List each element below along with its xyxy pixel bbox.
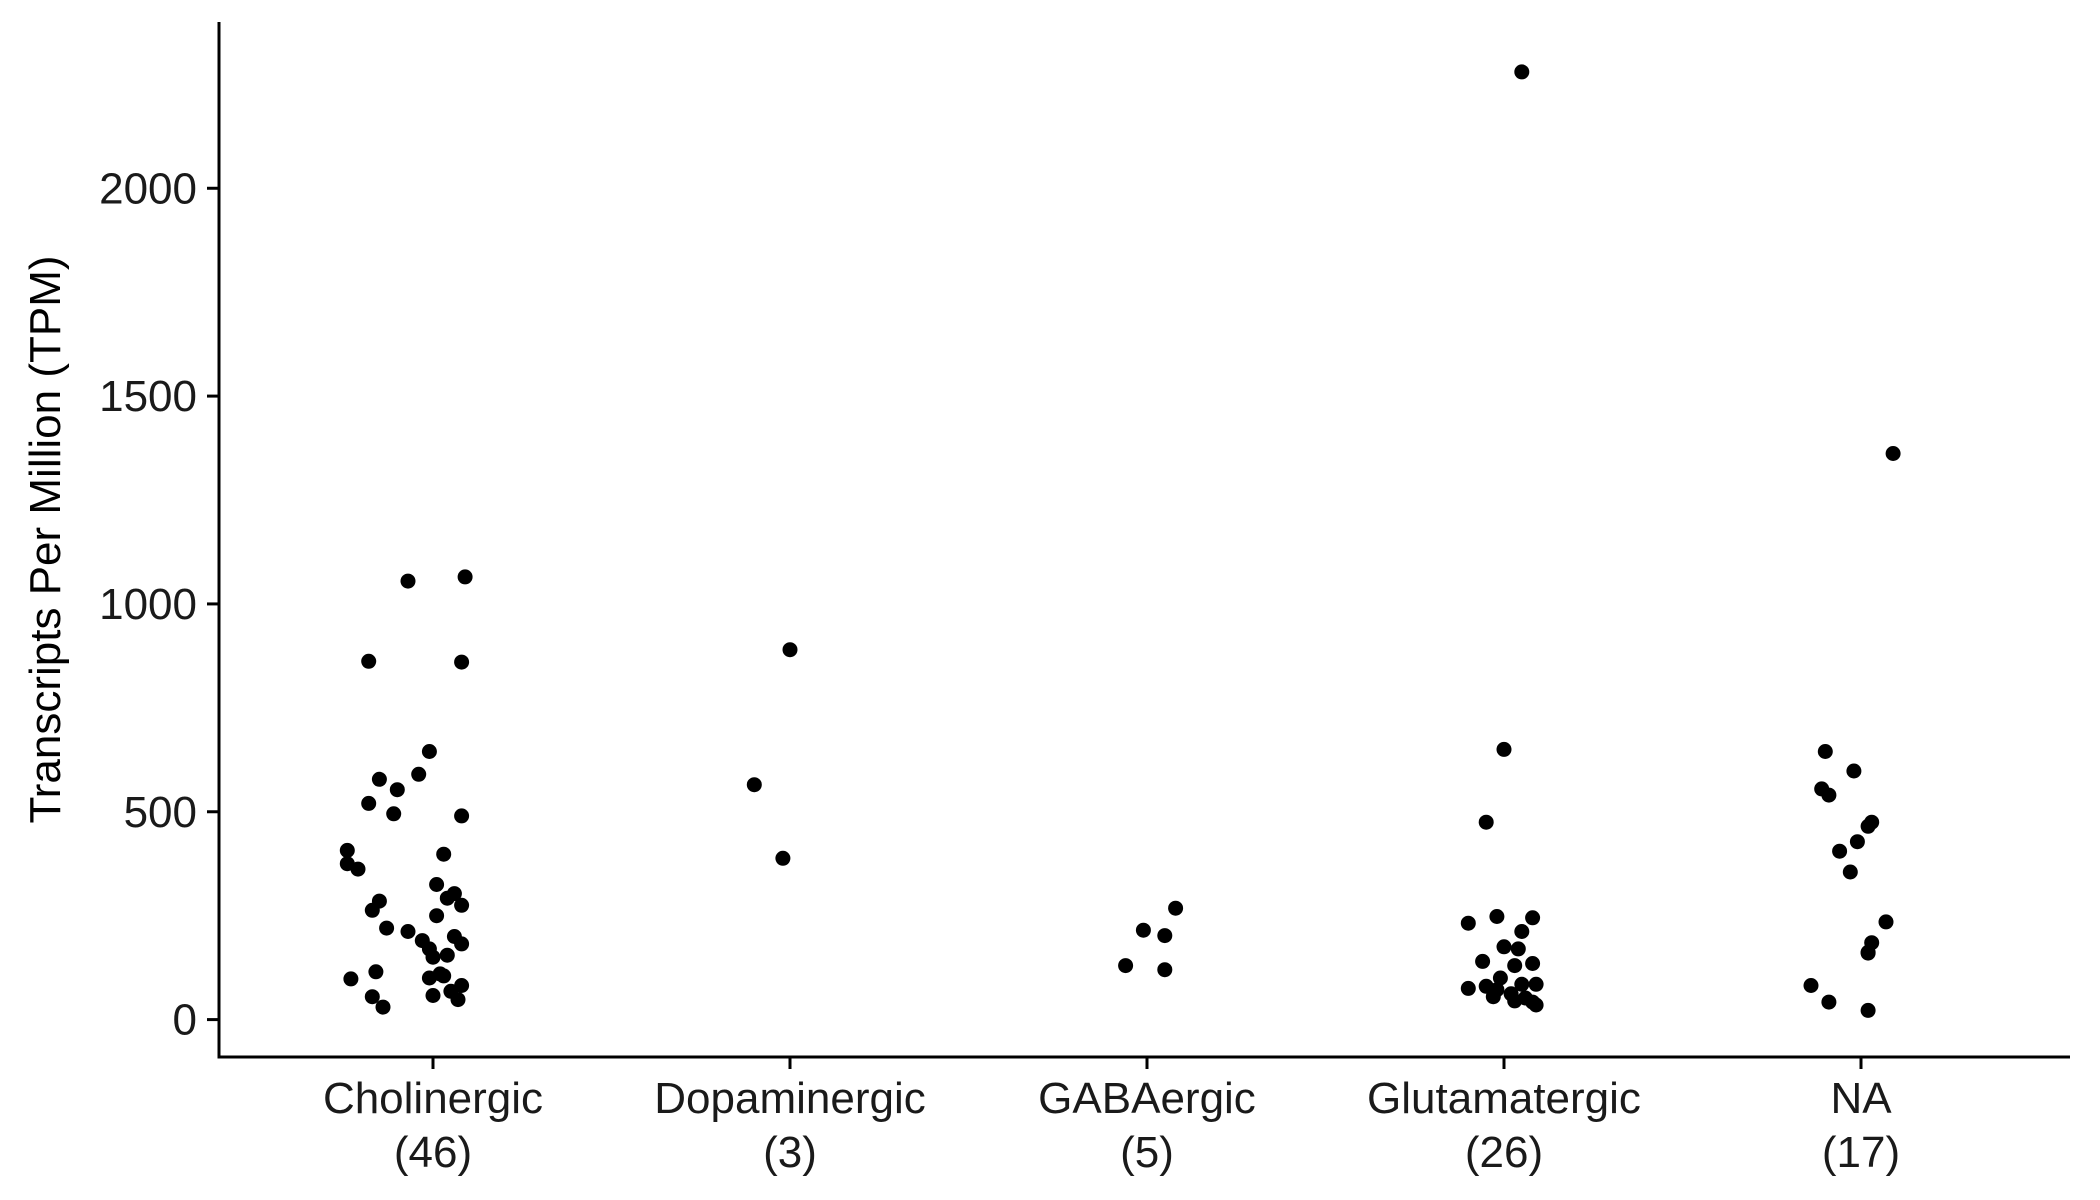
data-point xyxy=(1803,978,1819,993)
data-point xyxy=(1507,958,1523,974)
data-point xyxy=(1492,970,1508,986)
data-point xyxy=(339,842,355,858)
data-point xyxy=(375,999,391,1015)
data-point xyxy=(421,744,437,759)
x-tick-label: GABAergic xyxy=(1038,1074,1256,1123)
data-point xyxy=(454,936,470,952)
data-point xyxy=(389,782,405,798)
x-axis: Cholinergic (46) Dopaminergic (3) GABAergic (… xyxy=(217,1055,2070,1177)
data-point xyxy=(400,924,416,939)
data-point xyxy=(1157,928,1173,944)
data-point xyxy=(1157,962,1173,978)
data-point xyxy=(1168,900,1184,916)
data-point xyxy=(425,949,441,965)
data-point xyxy=(782,642,798,658)
data-point xyxy=(411,766,427,782)
data-point xyxy=(436,846,452,862)
data-point xyxy=(1849,834,1865,850)
data-point xyxy=(1821,787,1837,803)
data-point xyxy=(1528,976,1544,992)
data-point xyxy=(436,968,452,984)
data-point xyxy=(1846,763,1862,779)
data-point xyxy=(400,573,416,589)
data-point xyxy=(364,989,380,1005)
data-point xyxy=(1860,818,1876,834)
data-point xyxy=(386,806,402,822)
data-point xyxy=(439,890,455,906)
data-points xyxy=(339,64,1901,1018)
data-point xyxy=(1860,945,1876,961)
x-tick-count: (46) xyxy=(394,1128,472,1177)
x-tick-label: Glutamatergic xyxy=(1367,1074,1641,1123)
data-point xyxy=(1528,997,1544,1013)
data-point xyxy=(439,947,455,963)
data-point xyxy=(457,569,473,585)
data-point xyxy=(746,777,762,793)
y-tick-label: 1000 xyxy=(99,580,197,629)
data-point xyxy=(1878,914,1894,930)
x-tick-count: (5) xyxy=(1120,1128,1174,1177)
data-point xyxy=(1485,989,1501,1005)
data-point xyxy=(429,877,445,892)
x-tick-count: (17) xyxy=(1822,1128,1900,1177)
data-point xyxy=(425,988,441,1003)
data-point xyxy=(350,861,366,877)
data-point xyxy=(454,808,470,824)
data-point xyxy=(1885,446,1901,461)
data-point xyxy=(1514,924,1530,939)
data-point xyxy=(1478,814,1494,830)
x-tick-count: (26) xyxy=(1465,1128,1543,1177)
data-point xyxy=(361,795,377,811)
data-point xyxy=(371,771,387,787)
data-point xyxy=(1489,909,1505,924)
data-point xyxy=(364,902,380,918)
data-point xyxy=(450,992,466,1008)
data-point xyxy=(1460,915,1476,931)
data-point xyxy=(454,897,470,913)
data-point xyxy=(1514,976,1530,992)
data-point xyxy=(343,971,359,987)
data-point xyxy=(1525,910,1541,926)
y-tick-label: 2000 xyxy=(99,164,197,213)
data-point xyxy=(1832,843,1848,859)
data-point xyxy=(421,970,437,986)
data-point xyxy=(1525,956,1541,971)
x-tick-label: NA xyxy=(1830,1074,1892,1123)
data-point xyxy=(1475,953,1491,969)
x-tick-label: Dopaminergic xyxy=(654,1074,925,1123)
data-point xyxy=(361,653,377,669)
data-point xyxy=(379,920,395,936)
y-tick-label: 1500 xyxy=(99,372,197,421)
y-axis: 0 500 1000 1500 2000 xyxy=(99,22,221,1059)
data-point xyxy=(1821,994,1837,1010)
data-point xyxy=(1496,939,1512,955)
y-tick-label: 500 xyxy=(124,788,197,837)
data-point xyxy=(1842,864,1858,880)
data-point xyxy=(1460,980,1476,996)
data-point xyxy=(1118,958,1134,974)
data-point xyxy=(454,654,470,670)
data-point xyxy=(1510,941,1526,957)
data-point xyxy=(1860,1002,1876,1018)
data-point xyxy=(368,964,384,980)
data-point xyxy=(1496,741,1512,757)
x-tick-label: Cholinergic xyxy=(323,1074,543,1123)
data-point xyxy=(1507,993,1523,1009)
x-tick-count: (3) xyxy=(763,1128,817,1177)
data-point xyxy=(429,908,445,924)
y-tick-label: 0 xyxy=(173,996,197,1045)
data-point xyxy=(775,850,791,866)
data-point xyxy=(1817,744,1833,759)
y-axis-title: Transcripts Per Million (TPM) xyxy=(21,256,70,824)
data-point xyxy=(1135,922,1151,938)
data-point xyxy=(1514,64,1530,80)
